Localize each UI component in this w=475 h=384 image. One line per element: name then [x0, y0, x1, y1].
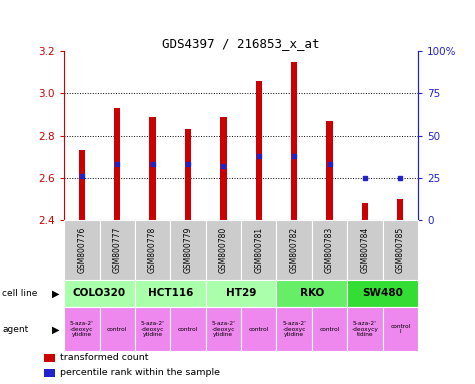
Text: GSM800782: GSM800782: [290, 227, 299, 273]
Text: COLO320: COLO320: [73, 288, 126, 298]
Text: SW480: SW480: [362, 288, 403, 298]
Bar: [312, 220, 347, 280]
Bar: [114, 108, 120, 220]
Text: GSM800783: GSM800783: [325, 227, 334, 273]
Bar: [64, 220, 100, 280]
Bar: [241, 220, 276, 280]
Bar: [135, 220, 171, 280]
Text: GSM800781: GSM800781: [254, 227, 263, 273]
Bar: [206, 307, 241, 351]
Text: HCT116: HCT116: [148, 288, 193, 298]
Bar: [135, 307, 170, 351]
Bar: [100, 307, 135, 351]
Bar: [185, 129, 191, 220]
Bar: [276, 220, 312, 280]
Bar: [256, 81, 262, 220]
Bar: [312, 307, 347, 351]
Bar: [397, 199, 403, 220]
Text: ▶: ▶: [52, 324, 60, 334]
Bar: [383, 307, 418, 351]
Text: ▶: ▶: [52, 288, 60, 298]
Text: GSM800776: GSM800776: [77, 227, 86, 273]
Text: control
l: control l: [390, 324, 410, 334]
Bar: [170, 307, 206, 351]
Title: GDS4397 / 216853_x_at: GDS4397 / 216853_x_at: [162, 37, 320, 50]
Text: HT29: HT29: [226, 288, 256, 298]
Bar: [135, 280, 206, 307]
Bar: [347, 280, 418, 307]
Bar: [383, 220, 418, 280]
Bar: [291, 62, 297, 220]
Bar: [206, 280, 276, 307]
Text: agent: agent: [2, 325, 28, 334]
Bar: [362, 203, 368, 220]
Text: GSM800779: GSM800779: [183, 227, 192, 273]
Bar: [64, 307, 100, 351]
Text: RKO: RKO: [300, 288, 324, 298]
Bar: [171, 220, 206, 280]
Text: GSM800778: GSM800778: [148, 227, 157, 273]
Bar: [100, 220, 135, 280]
Text: 5-aza-2'
-deoxyc
ytidine: 5-aza-2' -deoxyc ytidine: [141, 321, 164, 337]
Bar: [276, 280, 347, 307]
Bar: [347, 307, 383, 351]
Bar: [64, 280, 135, 307]
Text: transformed count: transformed count: [60, 354, 149, 362]
Text: 5-aza-2'
-deoxycy
tidine: 5-aza-2' -deoxycy tidine: [352, 321, 379, 337]
Text: 5-aza-2'
-deoxyc
ytidine: 5-aza-2' -deoxyc ytidine: [70, 321, 94, 337]
Text: control: control: [178, 327, 198, 332]
Bar: [150, 116, 156, 220]
Text: GSM800777: GSM800777: [113, 227, 122, 273]
Bar: [44, 369, 56, 377]
Text: control: control: [107, 327, 127, 332]
Text: GSM800784: GSM800784: [361, 227, 370, 273]
Text: percentile rank within the sample: percentile rank within the sample: [60, 369, 220, 377]
Bar: [347, 220, 383, 280]
Bar: [206, 220, 241, 280]
Text: control: control: [248, 327, 269, 332]
Text: GSM800780: GSM800780: [219, 227, 228, 273]
Text: control: control: [319, 327, 340, 332]
Bar: [326, 121, 332, 220]
Text: 5-aza-2'
-deoxyc
ytidine: 5-aza-2' -deoxyc ytidine: [211, 321, 235, 337]
Bar: [241, 307, 276, 351]
Text: 5-aza-2'
-deoxyc
ytidine: 5-aza-2' -deoxyc ytidine: [282, 321, 306, 337]
Bar: [220, 116, 227, 220]
Bar: [44, 354, 56, 362]
Text: GSM800785: GSM800785: [396, 227, 405, 273]
Bar: [276, 307, 312, 351]
Bar: [79, 150, 85, 220]
Text: cell line: cell line: [2, 289, 38, 298]
